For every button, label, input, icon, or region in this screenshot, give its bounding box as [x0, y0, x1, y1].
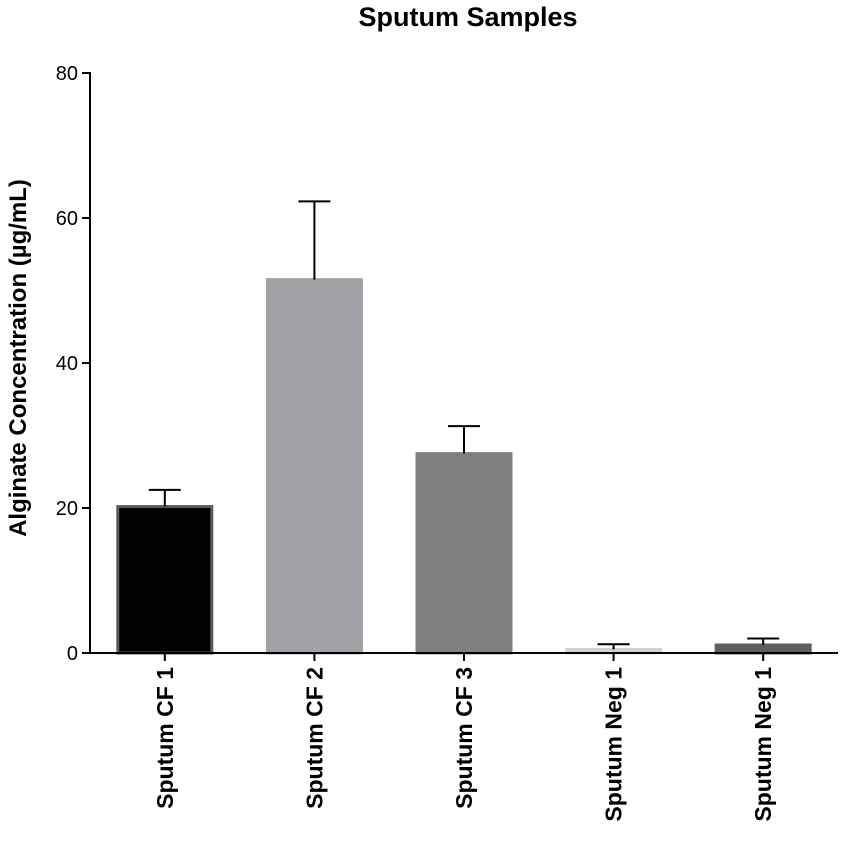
- y-tick-label: 20: [56, 498, 78, 520]
- bars-layer: [116, 278, 812, 655]
- y-tick-label: 0: [67, 643, 78, 665]
- y-tick-label: 60: [56, 208, 78, 230]
- y-tick-label: 40: [56, 353, 78, 375]
- x-tick-label-5: Sputum Neg 1: [750, 667, 776, 822]
- chart-title: Sputum Samples: [358, 2, 577, 32]
- x-tick-label-2: Sputum CF 2: [301, 667, 327, 809]
- x-ticks-layer: Sputum CF 1 Sputum CF 2 Sputum CF 3 Sputum …: [152, 653, 776, 822]
- y-ticks-layer: 0 20 40 60 80: [56, 63, 90, 665]
- bar-2: [265, 278, 363, 655]
- bar-5: [714, 643, 812, 655]
- bar-3: [415, 452, 513, 655]
- x-tick-label-3: Sputum CF 3: [451, 667, 477, 809]
- y-axis-label: Alginate Concentration (µg/mL): [5, 179, 32, 537]
- error-bars-layer: [148, 200, 780, 650]
- y-tick-label: 80: [56, 63, 78, 85]
- bar-1: [116, 505, 214, 655]
- x-tick-label-4: Sputum Neg 1: [601, 667, 627, 822]
- x-tick-label-1: Sputum CF 1: [152, 667, 178, 809]
